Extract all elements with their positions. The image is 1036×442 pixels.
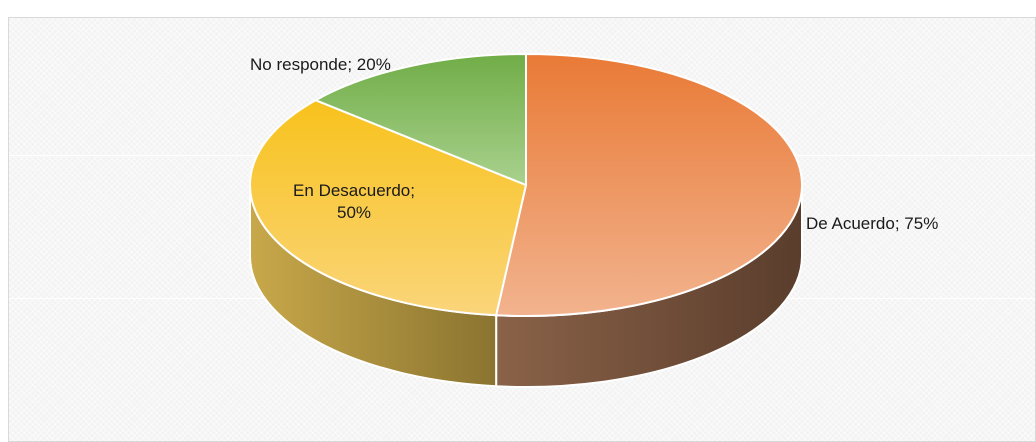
label-en-desacuerdo-line2: 50% bbox=[336, 203, 372, 222]
pie-slice-no-responde bbox=[313, 52, 527, 187]
pie-top bbox=[249, 52, 803, 317]
pie-slice-en-desacuerdo bbox=[249, 99, 528, 317]
pie-slice-de-acuerdo bbox=[494, 52, 803, 317]
label-de-acuerdo: De Acuerdo; 75% bbox=[806, 214, 939, 233]
label-en-desacuerdo: En Desacuerdo; 50% bbox=[262, 180, 446, 224]
label-no-responde: No responde; 20% bbox=[250, 55, 391, 74]
label-en-desacuerdo-line1: En Desacuerdo; bbox=[293, 181, 415, 200]
